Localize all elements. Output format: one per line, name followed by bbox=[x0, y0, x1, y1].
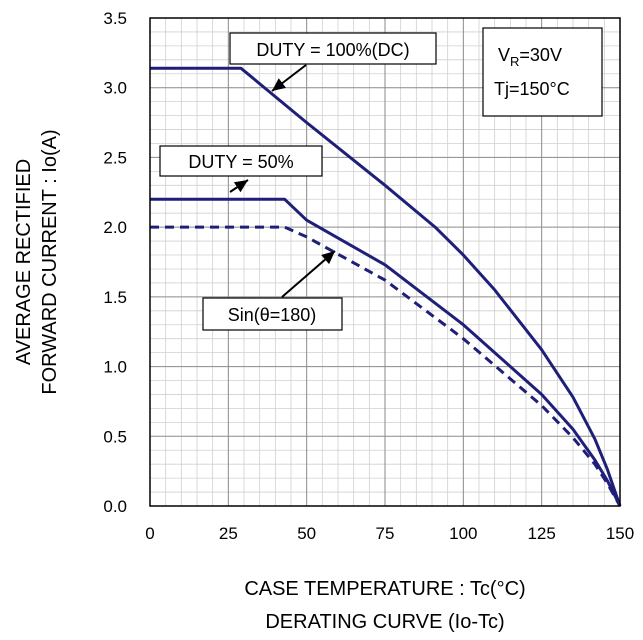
x-tick-labels: 0 25 50 75 100 125 150 bbox=[145, 524, 634, 543]
y-tick-label: 1.0 bbox=[103, 358, 127, 377]
x-tick-label: 0 bbox=[145, 524, 154, 543]
callout-dc: DUTY = 100%(DC) bbox=[229, 32, 437, 65]
x-tick-label: 125 bbox=[527, 524, 555, 543]
series-line-0 bbox=[150, 66, 622, 507]
y-tick-label: 1.5 bbox=[103, 288, 127, 307]
y-tick-label: 2.5 bbox=[103, 148, 127, 167]
conditions-box: VR=30V Tj=150°C bbox=[482, 27, 603, 117]
y-tick-label: 0.5 bbox=[103, 427, 127, 446]
x-tick-label: 50 bbox=[297, 524, 316, 543]
x-tick-label: 25 bbox=[219, 524, 238, 543]
y-axis-title-line2: FORWARD CURRENT : Io(A) bbox=[39, 129, 61, 394]
y-tick-label: 0.0 bbox=[103, 497, 127, 516]
curves bbox=[150, 66, 622, 507]
tj-condition: Tj=150°C bbox=[494, 79, 570, 99]
y-tick-label: 3.5 bbox=[103, 9, 127, 28]
vr-condition: VR=30V bbox=[498, 45, 562, 69]
callout-dc-label: DUTY = 100%(DC) bbox=[256, 40, 409, 60]
callout-arrows bbox=[229, 64, 336, 298]
series-line-2 bbox=[150, 225, 622, 507]
y-tick-label: 3.0 bbox=[103, 79, 127, 98]
y-axis-title-line1: AVERAGE RECTIFIED bbox=[13, 159, 35, 365]
callout-duty50-arrow-head bbox=[233, 180, 248, 193]
callout-duty50: DUTY = 50% bbox=[159, 145, 323, 177]
x-tick-label: 75 bbox=[376, 524, 395, 543]
y-tick-label: 2.0 bbox=[103, 218, 127, 237]
x-tick-label: 100 bbox=[449, 524, 477, 543]
callout-sin-label: Sin(θ=180) bbox=[228, 305, 317, 325]
chart-caption: DERATING CURVE (Io-Tc) bbox=[265, 611, 504, 633]
callout-sin: Sin(θ=180) bbox=[202, 297, 343, 331]
callout-dc-arrow-head bbox=[272, 78, 286, 91]
x-axis-title: CASE TEMPERATURE : Tc(°C) bbox=[244, 578, 525, 600]
plot-frame bbox=[149, 17, 621, 507]
x-tick-label: 150 bbox=[606, 524, 634, 543]
callout-duty50-label: DUTY = 50% bbox=[188, 152, 293, 172]
callout-sin-arrow-head bbox=[321, 251, 335, 265]
series-line-1 bbox=[150, 197, 622, 507]
y-tick-labels: 0.0 0.5 1.0 1.5 2.0 2.5 3.0 3.5 bbox=[103, 9, 127, 516]
